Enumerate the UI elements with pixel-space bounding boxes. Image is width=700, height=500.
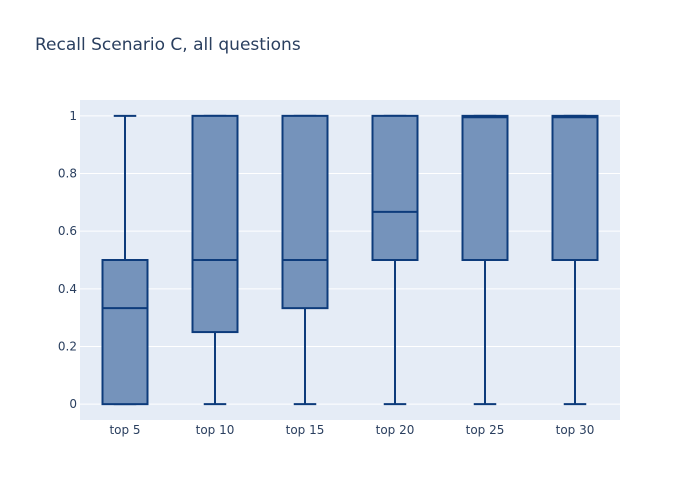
x-tick-label: top 30	[556, 423, 595, 437]
iqr-box	[101, 259, 149, 406]
y-tick-label: 0.2	[58, 339, 77, 353]
chart-title: Recall Scenario C, all questions	[35, 35, 301, 55]
box-series	[101, 114, 599, 406]
x-tick-label: top 15	[286, 423, 325, 437]
x-tick-label: top 5	[109, 423, 140, 437]
x-tick-label: top 25	[466, 423, 505, 437]
y-axis: 0 0.2 0.4 0.6 0.8 1	[58, 109, 77, 411]
x-axis: top 5 top 10 top 15 top 20 top 25 top 30	[109, 423, 594, 437]
y-tick-label: 0.6	[58, 224, 77, 238]
y-tick-label: 0.4	[58, 282, 77, 296]
plot-area	[80, 100, 620, 420]
iqr-box	[191, 114, 239, 334]
box-1	[101, 114, 149, 406]
iqr-box	[281, 114, 329, 310]
box-6	[551, 114, 599, 406]
gridlines	[80, 115, 620, 405]
box-4	[371, 114, 419, 406]
x-tick-label: top 20	[376, 423, 415, 437]
iqr-box	[551, 114, 599, 262]
box-3	[281, 114, 329, 406]
x-tick-label: top 10	[196, 423, 235, 437]
box-2	[191, 114, 239, 406]
y-tick-label: 0	[69, 397, 77, 411]
box-5	[461, 114, 509, 406]
iqr-box	[461, 114, 509, 262]
iqr-box	[371, 114, 419, 262]
y-tick-label: 0.8	[58, 167, 77, 181]
y-tick-label: 1	[69, 109, 77, 123]
